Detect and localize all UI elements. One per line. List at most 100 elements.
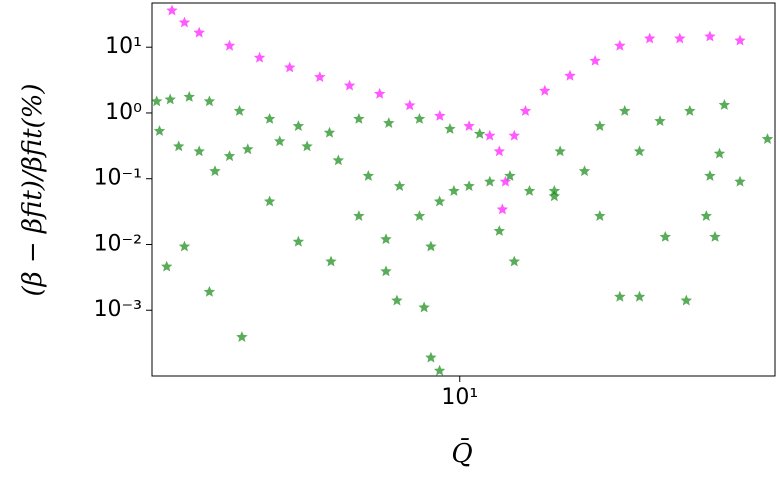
data-point <box>680 294 692 306</box>
y-tick-label: 10⁻² <box>94 231 142 256</box>
data-point <box>343 79 356 91</box>
data-point <box>178 16 191 28</box>
data-point <box>659 231 671 242</box>
x-tick-label: 10¹ <box>441 385 478 410</box>
data-point <box>463 120 475 131</box>
data-point <box>274 135 286 147</box>
data-point <box>734 175 746 187</box>
y-tick-label: 10⁻¹ <box>94 166 142 191</box>
data-point <box>404 99 416 111</box>
data-point <box>539 84 551 96</box>
data-point <box>284 61 296 73</box>
data-point <box>325 255 337 267</box>
data-point <box>434 110 446 121</box>
data-point <box>633 145 646 157</box>
data-point <box>463 180 475 191</box>
data-point <box>548 190 561 202</box>
data-point <box>391 294 403 306</box>
data-point <box>203 285 216 297</box>
data-point <box>380 265 392 277</box>
data-point <box>292 120 305 131</box>
data-point <box>508 129 520 141</box>
y-tick-label: 10⁻³ <box>94 297 142 322</box>
y-tick-label: 10⁰ <box>105 100 142 125</box>
data-point <box>444 123 456 134</box>
data-point <box>633 290 646 302</box>
data-point <box>301 140 313 152</box>
data-point <box>203 95 216 107</box>
data-point <box>236 331 248 342</box>
data-point <box>292 235 305 247</box>
data-point <box>619 105 631 116</box>
data-point <box>353 113 365 124</box>
data-point <box>393 180 406 191</box>
data-point <box>314 71 326 82</box>
data-point <box>499 175 512 187</box>
data-point <box>425 240 437 252</box>
data-point <box>589 54 601 66</box>
data-point <box>233 105 246 116</box>
data-point <box>734 34 746 46</box>
data-point <box>353 210 365 221</box>
data-point <box>519 105 532 116</box>
data-point <box>761 133 774 144</box>
data-point <box>614 290 626 302</box>
data-point <box>704 30 716 42</box>
data-point <box>153 125 166 136</box>
x-axis-label: Q̄ <box>451 437 472 469</box>
data-point <box>504 170 516 181</box>
data-point <box>674 32 686 44</box>
data-point <box>362 170 374 181</box>
data-point <box>644 32 656 44</box>
plot-frame <box>151 2 776 377</box>
data-point <box>433 364 446 376</box>
data-point <box>508 255 520 267</box>
data-point <box>223 150 236 162</box>
data-point <box>380 233 392 245</box>
data-point <box>151 95 163 107</box>
data-point <box>383 117 395 128</box>
data-point <box>709 231 721 242</box>
data-point <box>178 240 191 252</box>
data-point <box>448 185 460 196</box>
y-axis-label: (β − βfit)/βfit(%) <box>18 83 48 296</box>
data-point <box>253 51 266 63</box>
data-point <box>433 195 446 207</box>
data-point <box>332 154 345 166</box>
data-point <box>523 185 536 196</box>
data-point <box>493 145 505 157</box>
data-point <box>484 129 496 141</box>
data-point <box>594 210 606 221</box>
data-point <box>193 26 205 38</box>
data-point <box>713 147 726 159</box>
data-point <box>263 195 276 207</box>
data-point <box>425 351 437 363</box>
data-point <box>493 225 505 236</box>
data-point <box>193 145 205 157</box>
data-point <box>209 165 221 177</box>
data-point <box>654 115 666 126</box>
data-point <box>166 4 178 16</box>
data-point <box>718 99 731 110</box>
data-point <box>161 260 173 272</box>
data-point <box>700 210 712 221</box>
data-point <box>418 301 430 313</box>
data-point <box>263 113 276 124</box>
data-point <box>323 126 336 138</box>
data-point <box>496 203 509 215</box>
data-point <box>242 143 254 155</box>
data-point <box>484 175 496 187</box>
data-point <box>594 120 606 131</box>
data-point <box>413 210 426 221</box>
data-point <box>223 39 236 51</box>
data-point <box>183 91 195 102</box>
data-point <box>614 39 626 51</box>
data-point <box>564 69 576 81</box>
data-point <box>684 105 696 116</box>
data-point <box>554 145 566 157</box>
data-point <box>173 140 185 152</box>
y-tick-label: 10¹ <box>105 34 142 59</box>
data-point <box>704 170 716 181</box>
data-point <box>374 87 386 99</box>
